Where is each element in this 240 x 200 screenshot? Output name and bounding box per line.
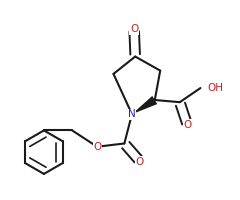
Text: O: O — [183, 120, 192, 130]
Text: N: N — [128, 109, 136, 119]
Polygon shape — [132, 96, 157, 114]
Text: OH: OH — [207, 83, 223, 93]
Text: O: O — [135, 157, 144, 167]
Text: O: O — [130, 24, 138, 34]
Text: O: O — [93, 142, 101, 152]
